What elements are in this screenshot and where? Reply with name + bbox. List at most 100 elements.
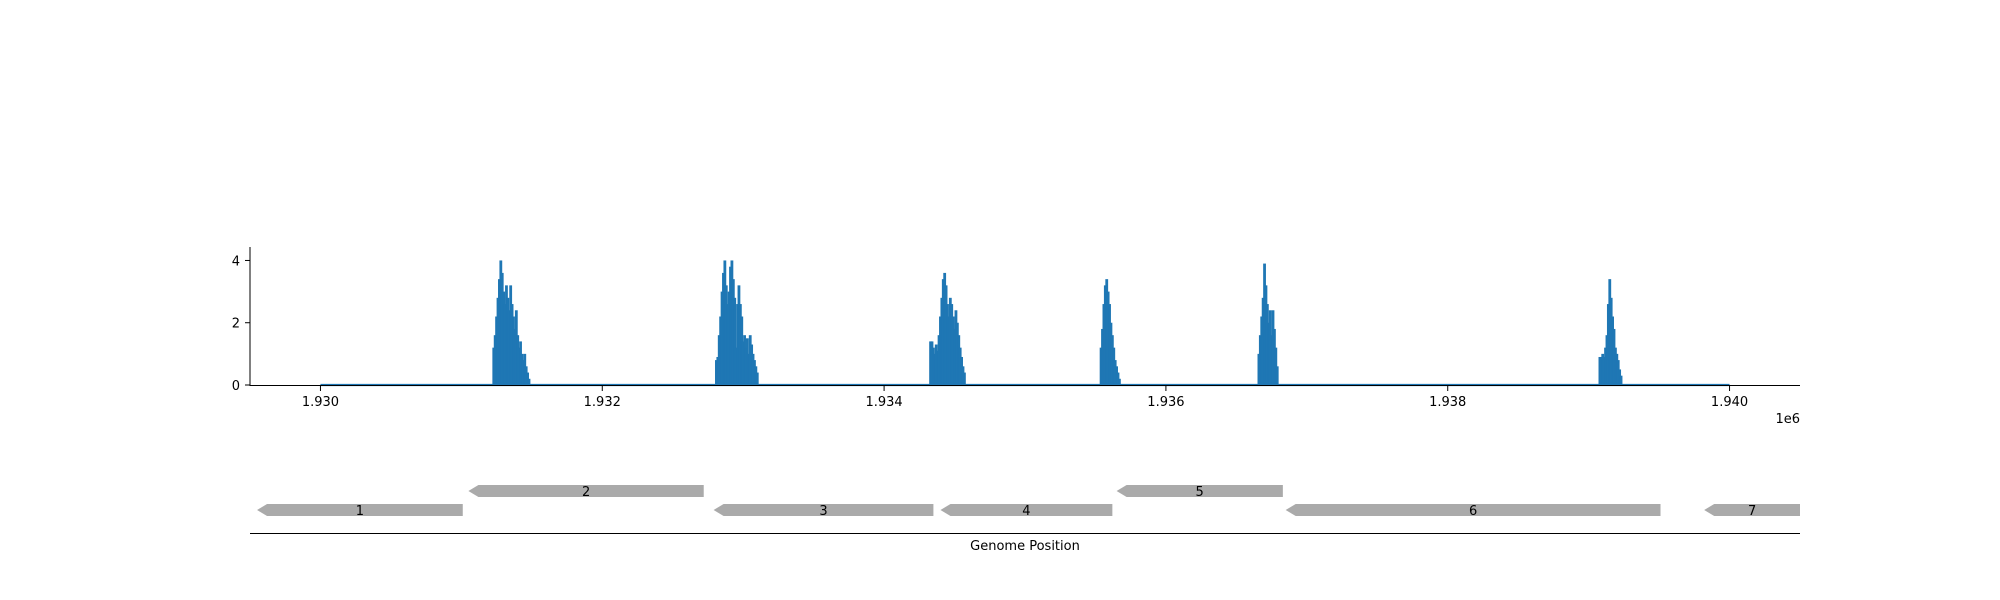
coverage-bar: [1274, 347, 1278, 385]
coverage-bar: [950, 304, 954, 385]
coverage-bar: [521, 360, 525, 385]
coverage-peak: [492, 260, 531, 385]
coverage-bar: [1258, 335, 1262, 385]
coverage-bar: [1612, 328, 1616, 385]
coverage-bar: [1099, 347, 1103, 385]
coverage-bar: [512, 316, 515, 385]
coverage-bar: [1616, 360, 1620, 385]
coverage-bar: [960, 356, 963, 385]
coverage-bar: [740, 316, 744, 385]
coverage-bar: [492, 347, 496, 385]
coverage-bar: [507, 310, 511, 385]
coverage-bar: [1103, 285, 1107, 385]
coverage-bar: [1608, 279, 1612, 385]
coverage-bar: [493, 335, 497, 385]
coverage-bar: [1118, 378, 1121, 385]
coverage-bar: [1267, 322, 1271, 385]
coverage-bar: [961, 366, 965, 385]
coverage-bar: [954, 310, 958, 385]
y-tick-label: 4: [232, 254, 240, 269]
coverage-bar: [496, 297, 500, 385]
gene-label: 5: [1196, 485, 1204, 500]
gene-arrow: [713, 504, 934, 516]
gene-3: 3: [713, 504, 934, 519]
x-axis-ticks: 1.930 1.932 1.934 1.936 1.938 1.940: [302, 386, 1748, 410]
coverage-bar: [727, 291, 731, 385]
gene-5: 5: [1116, 485, 1283, 500]
y-tick-label: 2: [232, 317, 240, 332]
coverage-bar: [1261, 297, 1265, 385]
coverage-bar: [1618, 369, 1622, 385]
coverage-bar: [729, 266, 732, 385]
coverage-bar: [505, 285, 508, 385]
coverage-peaks: [492, 260, 1623, 385]
coverage-bar: [524, 366, 528, 385]
coverage-bar: [936, 350, 940, 385]
gene-6: 6: [1285, 504, 1661, 519]
coverage-peak: [1257, 263, 1279, 385]
coverage-bar: [499, 260, 503, 385]
coverage-bar: [1270, 335, 1273, 385]
coverage-bar: [1609, 297, 1613, 385]
coverage-bar: [741, 341, 745, 385]
gene-arrow: [1116, 485, 1283, 497]
gene-2: 2: [468, 485, 704, 500]
gene-arrow: [257, 504, 463, 516]
coverage-bar: [715, 360, 718, 385]
coverage-bar: [755, 372, 759, 385]
coverage-bar: [941, 279, 945, 385]
coverage-bar: [1619, 375, 1623, 385]
coverage-bar: [733, 297, 737, 385]
coverage-bar: [1265, 304, 1269, 385]
x-tick-label: 1.932: [584, 395, 621, 410]
coverage-bar: [754, 366, 758, 385]
coverage-bar: [1115, 366, 1118, 385]
coverage-bar: [734, 347, 738, 385]
coverage-bar: [1113, 360, 1117, 385]
coverage-bar: [932, 347, 935, 385]
coverage-bar: [716, 356, 720, 385]
coverage-bar: [723, 260, 727, 385]
coverage-bar: [1606, 304, 1610, 385]
coverage-bar: [940, 297, 944, 385]
coverage-bar: [753, 360, 756, 385]
coverage-bar: [1116, 372, 1120, 385]
gene-1: 1: [257, 504, 463, 519]
coverage-bar: [509, 285, 513, 385]
gene-track: 1 2 3 4 5 6 7 Genome Position: [250, 485, 1800, 554]
coverage-bar: [747, 353, 751, 385]
coverage-bar: [1260, 316, 1264, 385]
coverage-bar: [1271, 310, 1275, 385]
coverage-bar: [1598, 356, 1602, 385]
coverage-bar: [929, 341, 932, 385]
gene-arrow: [468, 485, 704, 497]
coverage-bar: [731, 279, 735, 385]
x-tick-label: 1.936: [1147, 395, 1184, 410]
coverage-bar: [526, 372, 529, 385]
coverage-bar: [722, 272, 725, 385]
coverage-peak: [929, 272, 966, 385]
coverage-bar: [1599, 356, 1603, 385]
gene-label: 6: [1469, 504, 1477, 519]
coverage-bar: [506, 297, 510, 385]
gene-track-xlabel: Genome Position: [970, 539, 1080, 554]
coverage-bar: [1615, 353, 1619, 385]
coverage-bar: [1611, 316, 1614, 385]
coverage-bar: [1601, 353, 1605, 385]
gene-label: 4: [1022, 504, 1030, 519]
coverage-bar: [719, 316, 723, 385]
coverage-peak: [715, 260, 759, 385]
coverage-bar: [520, 353, 524, 385]
coverage-bar: [1257, 353, 1261, 385]
coverage-bar: [502, 291, 506, 385]
coverage-peak: [1598, 279, 1623, 385]
coverage-bar: [934, 344, 938, 385]
coverage-bar: [955, 322, 959, 385]
coverage-bar: [513, 328, 517, 385]
coverage-bar: [717, 335, 721, 385]
coverage-bar: [1102, 304, 1106, 385]
coverage-bar: [939, 316, 942, 385]
coverage-bar: [1264, 285, 1268, 385]
coverage-bar: [500, 272, 504, 385]
coverage-bar: [948, 297, 952, 385]
